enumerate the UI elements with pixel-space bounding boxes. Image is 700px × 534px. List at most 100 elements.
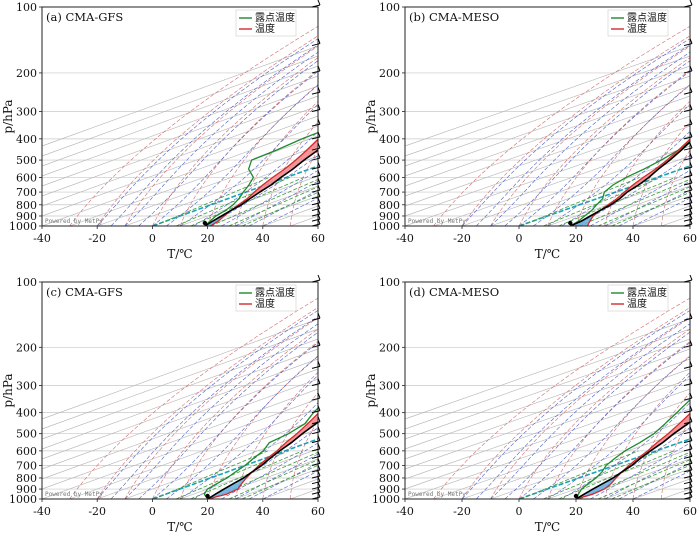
y-tick-label: 400	[16, 133, 37, 146]
cape-area	[215, 489, 238, 495]
y-tick-label: 800	[379, 472, 400, 485]
wind-barb-flag	[317, 470, 321, 477]
x-tick-label: -40	[33, 232, 51, 245]
y-tick-label: 900	[379, 210, 400, 223]
x-tick-label: 20	[201, 505, 215, 518]
isotherm-line	[547, 448, 690, 499]
mixing-ratio-line	[558, 177, 676, 226]
wind-barb-flag	[689, 131, 693, 138]
wind-barb	[683, 410, 693, 414]
cin-area	[632, 177, 649, 185]
x-tick-label: 20	[201, 232, 215, 245]
isotherm-line	[405, 398, 690, 499]
dry-adiabat	[124, 317, 318, 499]
legend-box	[235, 9, 297, 37]
moist-adiabat	[110, 44, 318, 226]
dry-adiabat	[689, 486, 690, 499]
wind-barb-flag	[689, 340, 693, 346]
dry-adiabat	[69, 25, 318, 226]
isotherm-line	[405, 115, 690, 217]
isotherm-line	[124, 428, 318, 499]
y-tick-label: 800	[379, 199, 400, 212]
dry-adiabat	[575, 355, 690, 499]
isotherm-line	[461, 145, 690, 226]
cin-area	[668, 423, 688, 434]
wind-barb	[683, 202, 693, 206]
y-tick-label: 300	[16, 380, 37, 393]
moist-adiabat	[96, 310, 318, 499]
x-tick-label: 60	[683, 232, 697, 245]
y-tick-label: 200	[16, 67, 37, 80]
y-tick-label: 100	[379, 276, 400, 289]
mixing-ratio-line	[153, 450, 269, 499]
wind-barb	[683, 91, 693, 95]
legend-box	[235, 284, 297, 312]
wind-barb	[683, 213, 693, 217]
wind-barb-flag	[317, 191, 321, 197]
panel-title: (a) CMA-GFS	[46, 10, 123, 24]
isotherm-line	[42, 318, 318, 420]
wind-barb-flag	[689, 274, 693, 281]
dry-adiabat	[461, 35, 690, 226]
wind-barb-flag	[689, 443, 693, 450]
moist-adiabat	[490, 323, 690, 499]
wind-barb-flag	[689, 184, 693, 191]
x-tick-label: -20	[88, 232, 106, 245]
wind-barb-flag	[689, 313, 693, 319]
wind-barb	[683, 317, 693, 321]
wind-barb	[683, 462, 693, 466]
isotherm-line	[42, 388, 318, 490]
wind-barb-flag	[317, 476, 321, 482]
wind-barb	[683, 196, 693, 200]
wind-barb	[311, 189, 321, 193]
wind-barb	[311, 397, 321, 401]
wind-barb	[311, 109, 321, 112]
moist-adiabat	[518, 70, 690, 226]
panel-title: (c) CMA-GFS	[46, 285, 123, 299]
dry-adiabat	[207, 355, 318, 499]
wind-barb	[683, 147, 693, 151]
wind-barb	[311, 475, 321, 479]
dry-adiabat	[661, 149, 690, 226]
wind-barb	[683, 182, 693, 186]
moist-adiabat	[504, 60, 690, 226]
moist-adiabat	[504, 331, 690, 499]
y-tick-label: 200	[379, 341, 400, 354]
moist-adiabat	[166, 355, 318, 499]
wind-barb	[311, 462, 321, 466]
wind-barb	[683, 123, 693, 127]
wind-barb-flag	[317, 416, 321, 422]
isotherm-line	[42, 378, 318, 480]
wind-barb-flag	[317, 152, 321, 159]
y-tick-label: 900	[16, 483, 37, 496]
isotherm-line	[42, 85, 318, 187]
wind-barb	[311, 202, 321, 206]
isotherm-line	[97, 145, 318, 226]
isotherm-line	[179, 448, 318, 499]
wind-barb	[311, 223, 321, 227]
dry-adiabat	[433, 297, 690, 499]
wind-barb	[311, 43, 321, 47]
wind-barb-flag	[689, 203, 693, 209]
legend-label-dewpoint: 露点温度	[627, 286, 667, 299]
cape-area	[224, 483, 242, 490]
isotherm-line	[405, 388, 690, 490]
isotherm-line	[97, 418, 318, 499]
dry-adiabat	[518, 57, 690, 226]
y-tick-label: 100	[379, 1, 400, 14]
wind-barb-flag	[317, 361, 321, 367]
wind-barb-flag	[317, 131, 321, 138]
isotherm-line	[262, 478, 318, 499]
dry-adiabat	[69, 297, 318, 499]
dewpoint-line	[575, 397, 690, 499]
isotherm-line	[461, 418, 690, 499]
moist-adiabat	[490, 51, 690, 226]
wind-barb-flag	[689, 161, 693, 168]
dry-adiabat	[422, 7, 536, 226]
wind-barb-flag	[689, 197, 693, 203]
wind-barb	[683, 344, 693, 348]
wind-barb	[311, 182, 321, 186]
wind-barb-flag	[689, 464, 693, 471]
